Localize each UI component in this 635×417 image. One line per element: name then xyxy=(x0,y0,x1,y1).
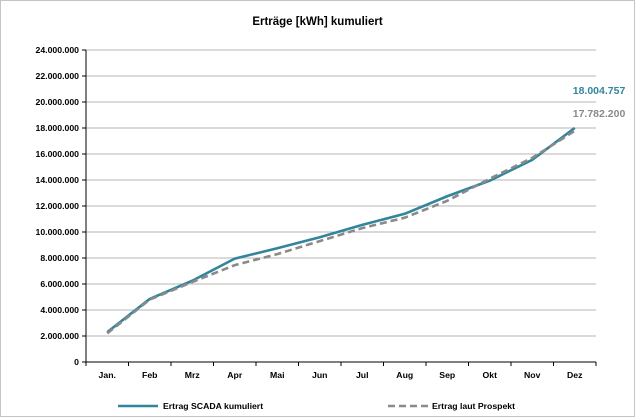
chart-title: Erträge [kWh] kumuliert xyxy=(252,16,383,28)
legend: Ertrag SCADA kumuliert Ertrag laut Prosp… xyxy=(118,401,515,411)
series-lines xyxy=(106,126,576,335)
y-tick-label: 14.000.000 xyxy=(36,175,80,185)
x-tick-label: Nov xyxy=(524,370,541,380)
y-tick-label: 4.000.000 xyxy=(40,305,79,315)
legend-label-scada: Ertrag SCADA kumuliert xyxy=(163,401,263,411)
series-line-prospekt xyxy=(106,129,576,335)
x-tick-label: Sep xyxy=(439,370,455,380)
y-tick-label: 20.000.000 xyxy=(36,97,80,107)
y-tick-label: 0 xyxy=(74,357,79,367)
x-tick-label: Jan. xyxy=(99,370,116,380)
legend-label-prospekt: Ertrag laut Prospekt xyxy=(432,401,515,411)
x-tick-label: Jun xyxy=(312,370,327,380)
y-tick-label: 6.000.000 xyxy=(40,279,79,289)
x-axis-tick-labels: Jan. Feb Mrz Apr Mai Jun Jul Aug Sep Okt Nov Dez xyxy=(99,370,584,380)
legend-item-scada: Ertrag SCADA kumuliert xyxy=(118,401,263,411)
x-tick-label: Jul xyxy=(356,370,369,380)
y-tick-label: 8.000.000 xyxy=(40,253,79,263)
x-tick-label: Mai xyxy=(270,370,284,380)
x-tick-label: Feb xyxy=(142,370,157,380)
data-label-prospekt: 17.782.200 xyxy=(573,108,626,120)
axes xyxy=(82,49,597,366)
y-tick-label: 18.000.000 xyxy=(36,123,80,133)
x-tick-label: Apr xyxy=(227,370,243,380)
y-tick-label: 16.000.000 xyxy=(36,149,80,159)
y-tick-label: 2.000.000 xyxy=(40,331,79,341)
x-tick-label: Mrz xyxy=(185,370,201,380)
legend-item-prospekt: Ertrag laut Prospekt xyxy=(388,401,515,411)
data-labels: 18.004.757 17.782.200 xyxy=(573,85,626,120)
y-tick-label: 10.000.000 xyxy=(36,227,80,237)
y-tick-label: 24.000.000 xyxy=(36,45,80,55)
y-tick-label: 22.000.000 xyxy=(36,71,80,81)
y-axis-tick-labels: 0 2.000.000 4.000.000 6.000.000 8.000.000 10.… xyxy=(36,45,80,367)
data-label-scada: 18.004.757 xyxy=(573,85,626,97)
x-tick-label: Dez xyxy=(567,370,583,380)
x-tick-label: Aug xyxy=(396,370,413,380)
y-tick-label: 12.000.000 xyxy=(36,201,80,211)
x-tick-label: Okt xyxy=(483,370,498,380)
